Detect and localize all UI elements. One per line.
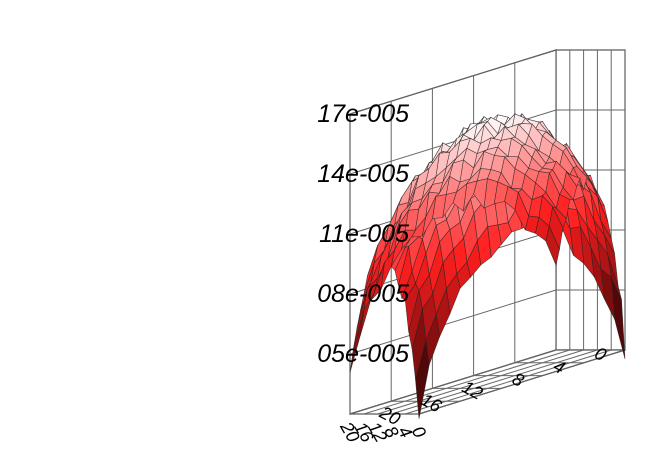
gridline-z-left [349,49,557,115]
gridline-z-left [349,349,557,415]
surface-mesh [349,112,626,419]
z-tick-label: 14e-005 [317,160,409,188]
tick-labels: 05e-00508e-00511e-00514e-00517e-00504812… [317,100,609,447]
z-tick-label: 08e-005 [317,280,409,308]
gridline-x-floor [418,349,626,415]
gridline-x-floor [377,349,584,415]
z-tick-label: 17e-005 [317,100,409,128]
z-tick-label: 05e-005 [317,340,409,368]
z-tick-label: 11e-005 [319,220,409,248]
gridline-x-floor [405,349,612,415]
gridline-x-floor [391,349,598,415]
surface-patch [349,309,365,373]
gridline-z-left [349,289,557,355]
gridline-x-floor [363,349,570,415]
